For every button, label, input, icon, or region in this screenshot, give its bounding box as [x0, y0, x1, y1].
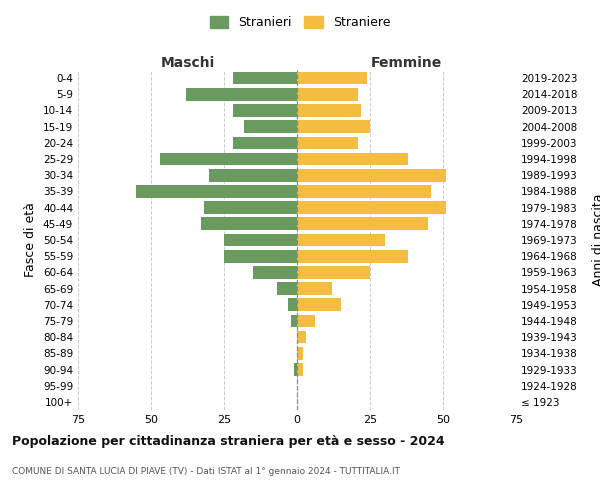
- Bar: [233, 72, 297, 85]
- Bar: [224, 250, 297, 262]
- Bar: [277, 282, 297, 295]
- Bar: [297, 104, 361, 117]
- Bar: [297, 72, 367, 85]
- Bar: [297, 234, 385, 246]
- Bar: [297, 185, 431, 198]
- Bar: [297, 152, 408, 166]
- Bar: [297, 250, 408, 262]
- Text: Popolazione per cittadinanza straniera per età e sesso - 2024: Popolazione per cittadinanza straniera p…: [12, 435, 445, 448]
- Bar: [297, 88, 358, 101]
- Bar: [160, 152, 297, 166]
- Text: Femmine: Femmine: [371, 56, 442, 70]
- Bar: [294, 363, 297, 376]
- Bar: [136, 185, 297, 198]
- Bar: [297, 363, 303, 376]
- Bar: [297, 282, 332, 295]
- Bar: [297, 266, 370, 278]
- Text: COMUNE DI SANTA LUCIA DI PIAVE (TV) - Dati ISTAT al 1° gennaio 2024 - TUTTITALIA: COMUNE DI SANTA LUCIA DI PIAVE (TV) - Da…: [12, 468, 400, 476]
- Bar: [288, 298, 297, 311]
- Legend: Stranieri, Straniere: Stranieri, Straniere: [205, 11, 395, 34]
- Bar: [291, 314, 297, 328]
- Text: Maschi: Maschi: [160, 56, 215, 70]
- Bar: [233, 104, 297, 117]
- Bar: [297, 136, 358, 149]
- Bar: [244, 120, 297, 133]
- Bar: [297, 202, 446, 214]
- Y-axis label: Fasce di età: Fasce di età: [25, 202, 37, 278]
- Bar: [209, 169, 297, 181]
- Bar: [297, 347, 303, 360]
- Bar: [224, 234, 297, 246]
- Bar: [297, 218, 428, 230]
- Bar: [297, 120, 370, 133]
- Bar: [200, 218, 297, 230]
- Bar: [253, 266, 297, 278]
- Bar: [186, 88, 297, 101]
- Bar: [297, 314, 314, 328]
- Bar: [233, 136, 297, 149]
- Bar: [297, 298, 341, 311]
- Bar: [203, 202, 297, 214]
- Y-axis label: Anni di nascita: Anni di nascita: [592, 194, 600, 286]
- Bar: [297, 331, 306, 344]
- Bar: [297, 169, 446, 181]
